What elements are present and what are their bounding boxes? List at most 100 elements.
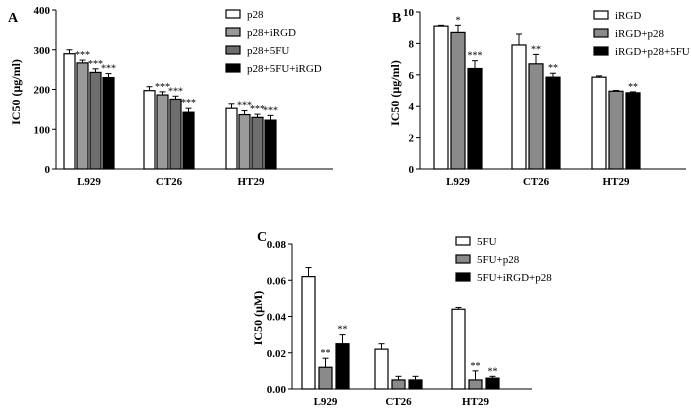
x-tick-label: CT26: [523, 176, 550, 188]
significance-label: ***: [237, 101, 252, 112]
bar-l929-5fu-plus-irgd-plus-p28: [335, 343, 350, 390]
bar-ct26-p28: [143, 90, 156, 170]
significance-label: ***: [88, 59, 103, 70]
bar-ct26-5fu: [374, 348, 389, 390]
legend-swatch: [455, 254, 471, 264]
bar-ct26-irgd: [511, 44, 527, 170]
legend-entry: 5FU+p28: [477, 254, 520, 266]
panel-C: C IC50 (μM) 0.00 0.02 0.04 0.06 0.08 ** ** L929 CT…: [251, 230, 552, 408]
bar-ct26-irgd-plus-p28: [528, 63, 544, 170]
significance-label: ***: [75, 50, 90, 61]
legend-entry: p28: [247, 9, 264, 21]
legend-entry: 5FU+iRGD+p28: [477, 272, 552, 284]
x-tick-label: L929: [446, 176, 470, 188]
legend-swatch: [225, 9, 241, 19]
bar-ht29-5fu: [451, 308, 466, 390]
bar-ct26-5fu-plus-irgd-plus-p28: [408, 379, 423, 390]
bar-ht29-5fu-plus-p28: [468, 379, 483, 390]
bar-ht29-p28-plus-5fu-plus-irgd: [264, 119, 277, 170]
y-axis-label: IC50 (μg/ml): [9, 59, 23, 125]
bar-l929-irgd-plus-p28: [450, 31, 466, 170]
significance-label: **: [471, 361, 481, 372]
bar-ct26-p28-plus-5fu-plus-irgd: [182, 111, 195, 170]
x-tick-label: CT26: [385, 396, 412, 408]
legend-swatch: [455, 272, 471, 282]
significance-label: **: [321, 348, 331, 359]
y-tick-label: 0: [409, 164, 415, 176]
bar-ht29-5fu-plus-irgd-plus-p28: [485, 377, 500, 390]
bar-l929-5fu-plus-p28: [318, 366, 333, 390]
y-tick-label: 10: [403, 7, 415, 19]
y-tick-label: 100: [34, 124, 51, 136]
y-tick-label: 6: [409, 70, 415, 82]
bar-l929-5fu: [301, 276, 316, 390]
bar-ht29-irgd-plus-p28-plus-5fu: [625, 92, 641, 170]
significance-label: ***: [168, 86, 183, 97]
panel-letter: B: [392, 11, 401, 26]
bar-l929-p28-plus-5fu-plus-irgd: [102, 76, 115, 170]
significance-label: **: [488, 366, 498, 377]
bar-l929-p28: [63, 53, 76, 170]
x-tick-label: L929: [77, 176, 101, 188]
bar-ct26-5fu-plus-p28: [391, 379, 406, 390]
legend: iRGD iRGD+p28 iRGD+p28+5FU: [593, 10, 690, 58]
significance-label: **: [531, 44, 541, 55]
legend-entry: iRGD+p28+5FU: [615, 46, 690, 58]
y-tick-label: 0.04: [267, 312, 287, 324]
legend-entry: 5FU: [477, 236, 497, 248]
legend: 5FU 5FU+p28 5FU+iRGD+p28: [455, 236, 552, 284]
bar-l929-irgd-plus-p28-plus-5fu: [467, 67, 483, 170]
x-tick-label: L929: [314, 396, 338, 408]
legend-entry: p28+5FU+iRGD: [247, 63, 322, 75]
bar-ct26-p28-plus-irgd: [156, 94, 169, 170]
legend-entry: iRGD+p28: [615, 28, 664, 40]
significance-label: ***: [263, 105, 278, 116]
panel-letter: C: [257, 230, 267, 245]
y-tick-label: 0.00: [267, 384, 287, 396]
significance-label: **: [338, 325, 348, 336]
y-tick-label: 200: [34, 85, 51, 97]
x-tick-label: HT29: [603, 176, 630, 188]
y-tick-label: 0.06: [267, 275, 287, 287]
significance-label: **: [628, 82, 638, 93]
panel-letter: A: [8, 11, 19, 26]
bar-ht29-irgd: [591, 76, 607, 170]
x-tick-label: HT29: [238, 176, 265, 188]
legend-swatch: [593, 46, 609, 56]
legend-entry: p28+iRGD: [247, 27, 296, 39]
bar-ht29-p28: [225, 107, 238, 170]
legend-swatch: [225, 63, 241, 73]
y-tick-label: 8: [409, 38, 415, 50]
bar-l929-irgd: [433, 25, 449, 170]
y-axis-label: IC50 (μM): [251, 291, 265, 345]
y-tick-label: 2: [409, 133, 415, 145]
legend: p28 p28+iRGD p28+5FU p28+5FU+iRGD: [225, 9, 322, 75]
significance-label: ***: [181, 98, 196, 109]
bar-ct26-irgd-plus-p28-plus-5fu: [545, 76, 561, 170]
y-tick-label: 0: [45, 164, 51, 176]
legend-swatch: [593, 28, 609, 38]
bar-ht29-p28-plus-5fu: [251, 116, 264, 170]
x-tick-label: CT26: [156, 176, 183, 188]
y-tick-label: 400: [34, 5, 51, 17]
legend-swatch: [455, 236, 471, 246]
y-tick-label: 0.08: [267, 239, 287, 251]
x-tick-label: HT29: [462, 396, 489, 408]
significance-label: ***: [250, 104, 265, 115]
significance-label: **: [548, 63, 558, 74]
legend-entry: iRGD: [615, 10, 641, 22]
bar-ct26-p28-plus-5fu: [169, 98, 182, 170]
y-axis-label: IC50 (μg/ml): [388, 60, 402, 126]
bar-ht29-p28-plus-irgd: [238, 113, 251, 170]
significance-label: ***: [101, 64, 116, 75]
significance-label: *: [456, 15, 461, 26]
significance-label: ***: [468, 51, 483, 62]
legend-swatch: [593, 10, 609, 20]
legend-swatch: [225, 45, 241, 55]
legend-swatch: [225, 27, 241, 37]
bar-l929-p28-plus-5fu: [89, 71, 102, 170]
legend-entry: p28+5FU: [247, 45, 289, 57]
